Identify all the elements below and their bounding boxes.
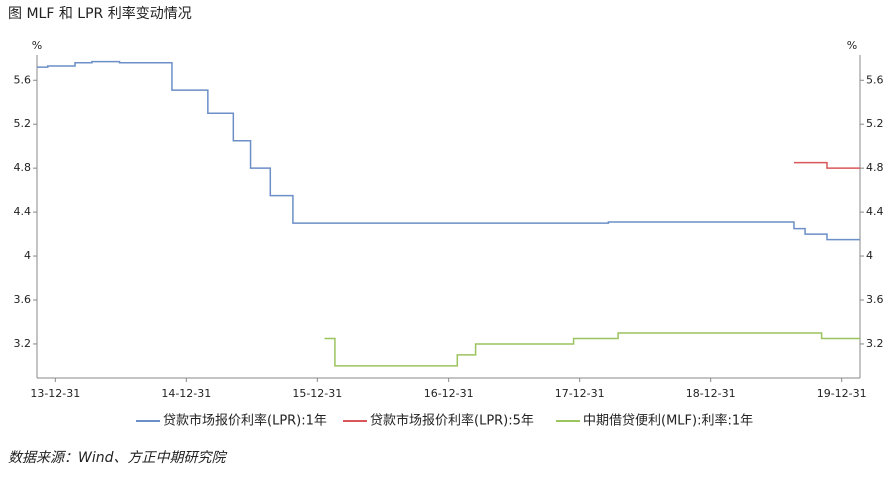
series-line xyxy=(793,161,860,169)
x-tick-label: 14-12-31 xyxy=(161,387,211,400)
y-tick-label: 4.8 xyxy=(14,161,32,174)
y-tick-label: 4.4 xyxy=(14,205,32,218)
y2-tick-label: 3.2 xyxy=(866,337,884,350)
y-tick-label: 4 xyxy=(24,249,31,262)
y2-tick-label: 3.6 xyxy=(866,293,884,306)
x-tick-label: 18-12-31 xyxy=(686,387,736,400)
y-tick-label: 5.6 xyxy=(14,73,32,86)
chart-title: 图 MLF 和 LPR 利率变动情况 xyxy=(8,5,192,22)
y-axis-unit: % xyxy=(32,39,42,52)
x-tick-label: 17-12-31 xyxy=(555,387,605,400)
y2-axis-unit: % xyxy=(847,39,857,52)
y-tick-label: 3.2 xyxy=(14,337,32,350)
x-tick-label: 16-12-31 xyxy=(424,387,474,400)
y-tick-label: 5.2 xyxy=(14,117,32,130)
y-tick-label: 3.6 xyxy=(14,293,32,306)
legend-label: 中期借贷便利(MLF):利率:1年 xyxy=(583,413,753,429)
y2-tick-label: 4 xyxy=(866,249,873,262)
x-tick-label: 15-12-31 xyxy=(292,387,342,400)
y2-tick-label: 4.4 xyxy=(866,205,884,218)
x-tick-label: 13-12-31 xyxy=(30,387,80,400)
y2-tick-label: 4.8 xyxy=(866,161,884,174)
x-tick-label: 19-12-31 xyxy=(817,387,867,400)
series-line xyxy=(324,332,860,367)
legend-label: 贷款市场报价利率(LPR):5年 xyxy=(370,413,534,429)
legend-label: 贷款市场报价利率(LPR):1年 xyxy=(163,413,327,429)
series-line xyxy=(37,60,860,241)
source-note: 数据来源：Wind、方正中期研究院 xyxy=(8,450,227,466)
y2-tick-label: 5.6 xyxy=(866,73,884,86)
y2-tick-label: 5.2 xyxy=(866,117,884,130)
